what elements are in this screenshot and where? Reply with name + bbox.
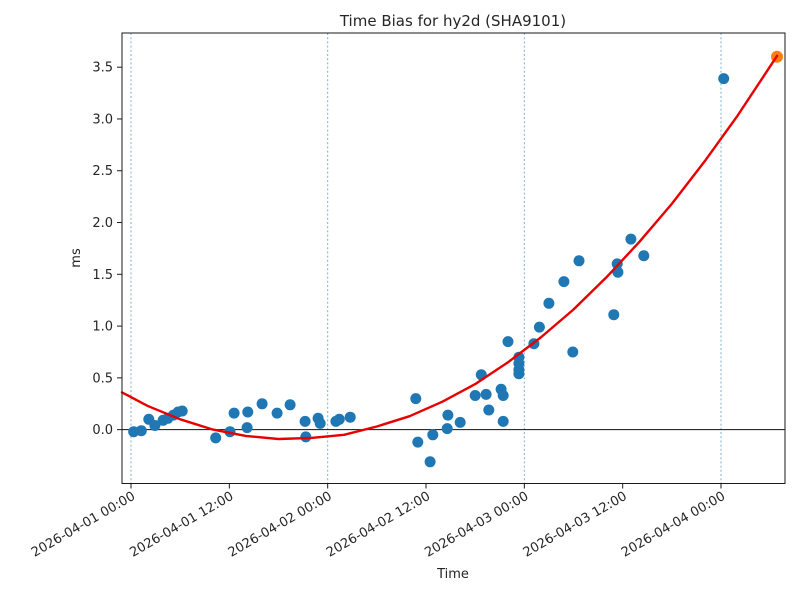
data-point: [271, 407, 283, 419]
data-point: [497, 390, 509, 401]
y-tick-label: 0.0: [92, 423, 113, 438]
day-gridlines: [130, 33, 722, 484]
y-tick-label: 3.0: [92, 112, 113, 127]
y-tick-label: 2.0: [92, 216, 113, 231]
data-point: [454, 416, 466, 428]
x-tick-label: 2026-04-04 00:00: [619, 489, 728, 561]
data-point: [480, 388, 492, 400]
fit-curve: [120, 54, 779, 441]
data-point: [242, 406, 254, 418]
data-point: [573, 255, 585, 267]
scatter-points: [128, 50, 783, 468]
data-point: [241, 422, 253, 434]
data-point: [424, 456, 436, 468]
data-point: [533, 321, 545, 333]
data-point: [502, 336, 514, 348]
y-tick-label: 1.0: [92, 320, 113, 335]
data-point: [284, 399, 296, 411]
data-point: [228, 407, 240, 419]
data-point: [469, 390, 481, 401]
y-tick-label: 2.5: [92, 164, 113, 179]
data-point: [625, 233, 637, 245]
data-point: [210, 432, 222, 444]
data-point: [427, 429, 439, 441]
x-axis-label: Time: [436, 567, 469, 582]
data-point: [718, 73, 730, 85]
data-point: [176, 405, 188, 417]
data-point: [513, 368, 525, 380]
y-tick-label: 3.5: [92, 61, 113, 76]
x-tick-label: 2026-04-01 00:00: [29, 489, 138, 561]
trend-curve: [120, 54, 779, 441]
tick-marks-and-labels: 0.0 0.5 1.0 1.5 2.0 2.5 3.0 3.5 2026-04-01 00:00…: [29, 61, 728, 561]
data-point: [314, 417, 326, 429]
x-tick-label: 2026-04-03 00:00: [422, 489, 531, 561]
data-point: [441, 423, 453, 435]
data-point: [442, 409, 454, 421]
data-point: [638, 250, 650, 262]
data-point: [135, 425, 147, 437]
data-point: [410, 393, 422, 405]
chart-title: Time Bias for hy2d (SHA9101): [339, 12, 566, 30]
x-tick-label: 2026-04-01 12:00: [127, 489, 236, 561]
data-point: [256, 398, 268, 410]
data-point: [344, 411, 356, 423]
y-tick-label: 0.5: [92, 371, 113, 386]
axes-box: [121, 32, 786, 484]
y-tick-label: 1.5: [92, 268, 113, 283]
data-point: [497, 415, 509, 427]
x-tick-label: 2026-04-02 12:00: [324, 489, 433, 561]
data-point: [299, 415, 311, 427]
x-tick-label: 2026-04-03 12:00: [521, 489, 630, 561]
data-point: [333, 413, 345, 425]
data-point: [558, 276, 570, 288]
y-axis-label: ms: [69, 248, 84, 268]
data-point: [483, 404, 495, 416]
x-tick-label: 2026-04-02 00:00: [226, 489, 335, 561]
data-point: [149, 420, 161, 431]
data-point: [608, 309, 620, 321]
data-point: [412, 436, 424, 448]
data-point: [543, 297, 555, 309]
data-point: [567, 346, 579, 358]
axes-spines: [121, 32, 786, 484]
